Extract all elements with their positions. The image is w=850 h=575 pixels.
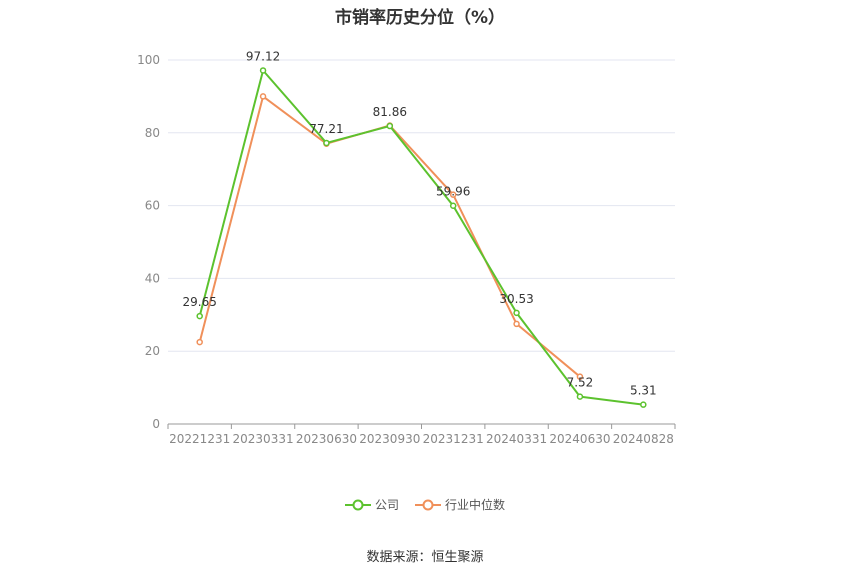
data-point-industry-median: [196, 338, 203, 346]
legend-label-industry-median: 行业中位数: [445, 498, 506, 512]
x-tick-label-20231231: 20231231: [423, 432, 484, 446]
y-tick-label-40: 40: [145, 271, 160, 285]
data-label: 81.86: [373, 105, 407, 119]
y-tick-label-60: 60: [145, 199, 160, 213]
x-tick-label-20240828: 20240828: [613, 432, 674, 446]
data-point-industry-median: [259, 93, 267, 100]
data-labels: 29.65 97.12 77.21 81.86 59.96 30.53 7.52 5.31: [183, 49, 657, 397]
x-tick-label-20230331: 20230331: [233, 432, 294, 446]
series-lines: [198, 69, 644, 406]
x-tick-label-20221231: 20221231: [169, 432, 230, 446]
series-line-industry-median: [198, 95, 581, 378]
x-tick-label-20240331: 20240331: [486, 432, 547, 446]
data-label: 5.31: [630, 384, 657, 398]
data-point-company: [640, 401, 647, 408]
data-point-company: [386, 122, 394, 130]
data-point-company: [576, 393, 584, 400]
data-label: 29.65: [183, 295, 217, 309]
data-label: 77.21: [309, 122, 343, 136]
data-point-company: [513, 309, 520, 317]
chart-title: 市销率历史分位（%）: [334, 8, 506, 28]
y-tick-label-100: 100: [137, 53, 160, 67]
legend: 公司 行业中位数: [0, 496, 850, 513]
data-source: 数据来源：恒生聚源: [366, 550, 484, 565]
data-point-industry-median: [576, 373, 584, 380]
data-label: 7.52: [567, 376, 594, 390]
data-point-industry-median: [513, 320, 520, 328]
series-line-company: [198, 69, 644, 406]
x-tick-label-20230630: 20230630: [296, 432, 357, 446]
legend-item-industry-median[interactable]: 行业中位数: [415, 496, 505, 513]
legend-item-company[interactable]: 公司: [344, 496, 399, 513]
y-tick-label-80: 80: [145, 126, 160, 140]
legend-label-company: 公司: [374, 498, 399, 512]
legend-marker-company: [344, 499, 371, 510]
legend-marker-industry-median: [415, 499, 441, 510]
y-tick-label-20: 20: [145, 344, 160, 358]
data-label: 97.12: [246, 49, 280, 63]
data-label: 59.96: [436, 185, 470, 199]
x-tick-label-20240630: 20240630: [549, 432, 610, 446]
data-point-company: [323, 139, 330, 147]
data-point-company: [259, 67, 267, 74]
x-tick-label-20230930: 20230930: [359, 432, 420, 446]
data-label: 30.53: [499, 292, 533, 306]
data-points: [196, 67, 647, 408]
data-point-company: [449, 202, 457, 209]
grid-lines: [168, 59, 675, 352]
y-tick-label-0: 0: [152, 417, 160, 431]
data-point-industry-median: [449, 191, 457, 198]
data-point-company: [196, 312, 203, 320]
